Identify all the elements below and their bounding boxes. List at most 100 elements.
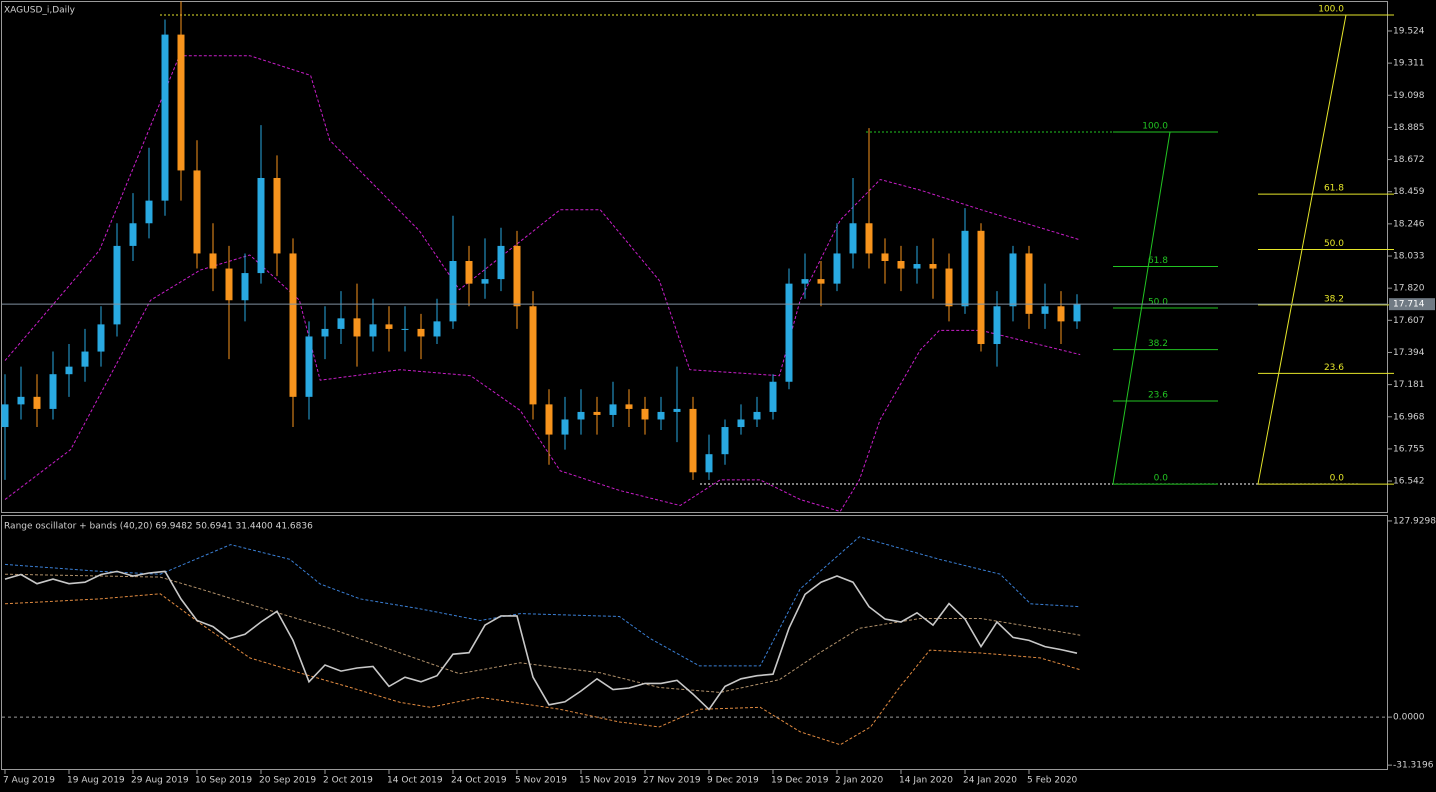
candle-body xyxy=(881,253,889,261)
candle-body xyxy=(849,223,857,254)
candle-body xyxy=(145,200,153,224)
candle-body xyxy=(1,404,9,428)
candle-body xyxy=(961,230,969,307)
candle-body xyxy=(401,328,409,330)
y-tick-label: 16.968 xyxy=(1393,412,1425,422)
x-tick-label: 9 Dec 2019 xyxy=(707,776,759,786)
candle-body xyxy=(385,324,393,329)
fib-label: 38.2 xyxy=(1148,339,1168,349)
x-tick-label: 29 Aug 2019 xyxy=(131,776,189,786)
current-price-box xyxy=(1389,298,1435,311)
candle-body xyxy=(513,245,521,307)
candle-body xyxy=(49,374,57,409)
candle-body xyxy=(129,223,137,246)
candle-body xyxy=(497,245,505,280)
fib-label: 38.2 xyxy=(1324,294,1344,304)
fib-label: 100.0 xyxy=(1318,4,1344,14)
x-tick-label: 15 Nov 2019 xyxy=(579,776,637,786)
candle-body xyxy=(977,230,985,345)
x-tick-label: 5 Feb 2020 xyxy=(1027,776,1078,786)
candle-body xyxy=(945,268,953,307)
candle-body xyxy=(337,318,345,329)
y-tick-label: 18.033 xyxy=(1393,252,1425,262)
x-tick-label: 2 Jan 2020 xyxy=(835,776,883,786)
candle-body xyxy=(993,306,1001,345)
candle-body xyxy=(193,170,201,254)
candle-body xyxy=(161,34,169,201)
candle-body xyxy=(305,336,313,397)
candle-body xyxy=(817,279,825,284)
candle-body xyxy=(865,223,873,254)
fib-label: 61.8 xyxy=(1324,184,1344,194)
bollinger-band xyxy=(4,55,1081,377)
x-tick-label: 24 Oct 2019 xyxy=(451,776,507,786)
current-price-label: 17.714 xyxy=(1393,300,1425,310)
candle-body xyxy=(17,396,25,405)
x-tick-label: 10 Sep 2019 xyxy=(195,776,252,786)
fib-label: 0.0 xyxy=(1154,474,1169,484)
x-tick-label: 19 Aug 2019 xyxy=(67,776,125,786)
candle-body xyxy=(625,404,633,409)
candle-body xyxy=(1057,306,1065,322)
y-tick-label: 17.181 xyxy=(1393,380,1425,390)
candle-body xyxy=(721,427,729,455)
x-tick-label: 20 Sep 2019 xyxy=(259,776,316,786)
oscillator-panel-border xyxy=(1,515,1388,770)
bollinger-band xyxy=(4,254,1081,513)
candle-body xyxy=(321,328,329,337)
x-tick-label: 27 Nov 2019 xyxy=(643,776,701,786)
candle-body xyxy=(225,268,233,301)
y-tick-label: 18.672 xyxy=(1393,155,1425,165)
x-tick-label: 19 Dec 2019 xyxy=(771,776,829,786)
oscillator-title: Range oscillator + bands (40,20) 69.9482… xyxy=(4,522,313,532)
candle-body xyxy=(241,273,249,301)
y-tick-label: 18.885 xyxy=(1393,123,1425,133)
y-tick-label: 17.607 xyxy=(1393,316,1425,326)
candle-body xyxy=(353,318,361,337)
candle-body xyxy=(833,253,841,284)
y-tick-label: 19.311 xyxy=(1393,59,1425,69)
candle-body xyxy=(737,419,745,428)
fib-label: 0.0 xyxy=(1330,474,1345,484)
fib-label: 50.0 xyxy=(1148,298,1168,308)
x-tick-label: 14 Jan 2020 xyxy=(899,776,953,786)
candle-body xyxy=(481,279,489,284)
candle-body xyxy=(561,419,569,435)
candle-body xyxy=(369,324,377,337)
candle-body xyxy=(673,408,681,412)
oscillator-band xyxy=(4,536,1081,667)
y-tick-label: 19.524 xyxy=(1393,26,1425,36)
candle-body xyxy=(465,260,473,284)
candle-body xyxy=(449,260,457,322)
candle-body xyxy=(113,245,121,325)
candle-body xyxy=(801,279,809,284)
candle-body xyxy=(545,404,553,435)
candle-body xyxy=(33,396,41,409)
fib-label: 50.0 xyxy=(1324,239,1344,249)
oscillator-line xyxy=(4,570,1078,711)
y-tick-label: 0.0000 xyxy=(1393,713,1425,723)
oscillator-band xyxy=(4,593,1081,746)
candle-body xyxy=(97,324,105,352)
candle-body xyxy=(417,328,425,337)
candle-body xyxy=(1025,253,1033,314)
candle-body xyxy=(1073,304,1081,322)
y-tick-label: 16.755 xyxy=(1393,444,1425,454)
y-tick-label: 18.459 xyxy=(1393,187,1425,197)
x-tick-label: 24 Jan 2020 xyxy=(963,776,1017,786)
fib-label: 100.0 xyxy=(1142,121,1168,131)
candle-body xyxy=(289,253,297,397)
fib-label: 23.6 xyxy=(1148,390,1168,400)
main-panel-border xyxy=(1,1,1388,513)
candle-body xyxy=(689,408,697,473)
candle-body xyxy=(433,321,441,337)
y-tick-label: 17.394 xyxy=(1393,348,1425,358)
candle-body xyxy=(593,411,601,415)
y-tick-label: 17.820 xyxy=(1393,284,1425,294)
y-tick-label: 127.9298 xyxy=(1393,516,1436,526)
candle-body xyxy=(1041,306,1049,314)
candle-body xyxy=(785,283,793,382)
